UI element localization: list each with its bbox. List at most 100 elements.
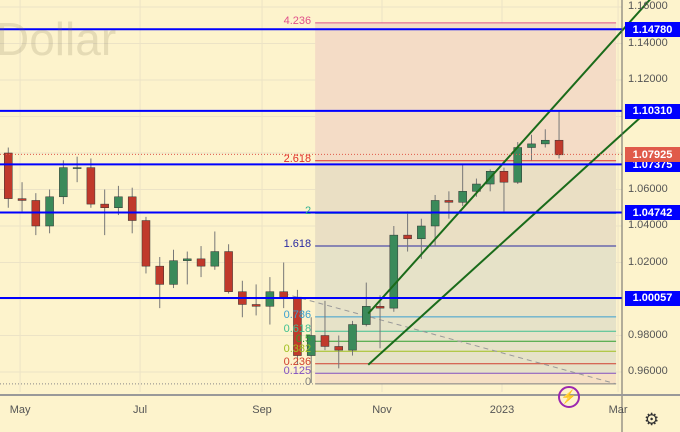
candle [499,167,509,212]
candle [169,249,178,289]
candle-body [169,260,178,285]
candle-body [114,196,123,209]
fib-level-label: 0.618 [283,323,312,336]
fib-zone-lower [315,245,617,374]
candle-body [541,139,550,145]
candle-body [4,152,13,199]
y-tick-label: 1.06000 [628,182,668,195]
candle-body [375,306,385,309]
symbol-watermark: Dollar [0,13,117,65]
candle [86,158,96,208]
candle-body [499,171,509,183]
fib-level-label: 4.236 [283,14,312,27]
candle-body [100,203,109,209]
candle [541,129,550,148]
candle [155,257,164,309]
candle [141,216,151,274]
candle [59,160,68,205]
y-tick-label: 1.14000 [628,36,668,49]
candle-body [196,258,206,267]
lightning-icon[interactable]: ⚡ [558,386,580,408]
y-tick-label: 0.96000 [628,365,668,377]
candle [114,185,123,216]
candle [334,335,343,369]
candle [554,111,564,159]
candle-body [362,306,371,325]
candle [306,317,316,383]
candle-body [86,167,96,205]
candle-body [224,251,233,292]
x-tick-label: May [9,404,31,416]
candle-body [527,143,536,148]
candle-body [458,191,467,203]
fib-level-label: 1.618 [283,237,312,250]
dashed-trend-line [283,293,617,385]
candle [403,211,412,252]
fib-level-label: 0 [305,375,312,388]
price-level-label: 1.14780 [625,22,680,38]
fib-zone-mid [315,160,617,246]
candle-body [155,265,164,285]
candle [527,134,536,161]
candle-body [72,167,82,169]
fib-level-label: 2 [305,205,312,218]
fib-zone-upper [315,22,617,161]
fib-level-label: 0.786 [283,308,312,321]
candle [320,300,330,351]
y-tick-label: 1.12000 [628,73,668,85]
x-tick-label: Mar [608,404,628,416]
candle [279,262,288,309]
candle-body [554,139,564,156]
price-level-label: 1.00057 [625,290,680,306]
candle-body [45,196,54,227]
candle [375,295,385,349]
x-tick-label: Sep [252,404,272,416]
candle [238,280,247,318]
fib-level-label: 0.5 [295,333,312,346]
y-tick-label: 0.98000 [628,328,668,341]
current-price-label: 1.07925 [625,147,680,163]
candle-body [251,304,261,307]
candle [224,244,233,294]
candle [45,189,54,234]
candle [4,147,13,208]
candle [127,187,137,234]
candle-body [306,335,316,356]
y-tick-label: 1.02000 [628,255,668,268]
candle [31,193,41,236]
candle-body [320,335,330,347]
candle [17,182,27,212]
y-tick-label: 1.16000 [628,0,668,12]
candle-body [334,346,343,351]
candle-body [348,324,357,351]
candle [183,251,192,285]
x-tick-label: Nov [372,404,392,416]
candle [458,163,467,206]
candle [348,320,357,356]
price-level-label: 1.04742 [625,205,680,221]
fib-level-label: 0.125 [283,365,312,378]
candle [362,282,371,327]
fib-level-label: 0.236 [283,355,312,368]
candle-body [444,200,454,203]
candle [444,191,454,219]
candle [265,277,275,325]
candle-body [127,196,137,221]
candle-body [210,251,220,267]
fib-level-label: 0.382 [283,343,312,356]
settings-gear-icon[interactable]: ⚙ [644,410,660,429]
x-tick-label: 2023 [489,404,515,416]
candle-body [403,234,412,240]
candle [417,218,426,259]
candle [72,156,82,183]
candle-body [141,220,151,267]
candle-body [417,225,426,240]
candle-body [59,167,68,198]
channel-line [367,0,651,315]
fib-zone-base [315,373,617,384]
price-level-label: 1.10310 [625,103,680,119]
y-tick-label: 1.04000 [628,219,668,231]
candle [196,246,206,278]
candle-body [17,198,27,201]
